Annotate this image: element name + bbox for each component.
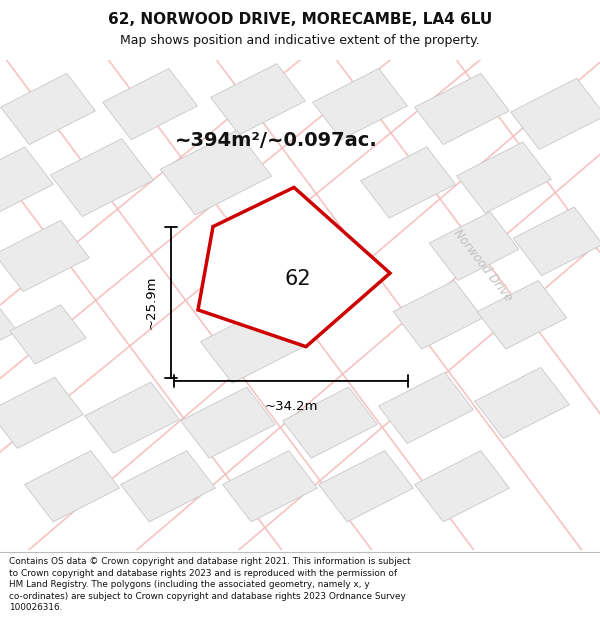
- Text: ~25.9m: ~25.9m: [145, 276, 158, 329]
- Text: 62, NORWOOD DRIVE, MORECAMBE, LA4 6LU: 62, NORWOOD DRIVE, MORECAMBE, LA4 6LU: [108, 12, 492, 27]
- Text: 62: 62: [285, 269, 311, 289]
- Polygon shape: [200, 305, 304, 383]
- Polygon shape: [477, 281, 567, 349]
- Polygon shape: [181, 387, 275, 458]
- Text: ~394m²/~0.097ac.: ~394m²/~0.097ac.: [175, 131, 377, 151]
- Polygon shape: [0, 294, 17, 365]
- Polygon shape: [103, 69, 197, 139]
- Polygon shape: [379, 372, 473, 444]
- Polygon shape: [475, 368, 569, 439]
- Polygon shape: [10, 305, 86, 364]
- Text: ~34.2m: ~34.2m: [264, 399, 318, 412]
- Polygon shape: [393, 281, 483, 349]
- Polygon shape: [198, 188, 390, 347]
- Polygon shape: [361, 147, 455, 218]
- Polygon shape: [25, 451, 119, 522]
- Polygon shape: [415, 451, 509, 522]
- Text: Map shows position and indicative extent of the property.: Map shows position and indicative extent…: [120, 34, 480, 47]
- Polygon shape: [0, 147, 53, 218]
- Polygon shape: [0, 378, 83, 448]
- Polygon shape: [121, 451, 215, 522]
- Polygon shape: [85, 382, 179, 453]
- Polygon shape: [429, 212, 519, 281]
- Polygon shape: [211, 64, 305, 135]
- Polygon shape: [319, 451, 413, 522]
- Polygon shape: [283, 387, 377, 458]
- Text: Norwood Drive: Norwood Drive: [451, 228, 515, 304]
- Polygon shape: [415, 73, 509, 144]
- Polygon shape: [50, 139, 154, 216]
- Polygon shape: [313, 69, 407, 139]
- Polygon shape: [457, 142, 551, 213]
- Polygon shape: [1, 73, 95, 144]
- Polygon shape: [0, 221, 89, 292]
- Polygon shape: [223, 451, 317, 522]
- Polygon shape: [160, 131, 272, 215]
- Polygon shape: [511, 78, 600, 149]
- Polygon shape: [513, 207, 600, 276]
- Text: Contains OS data © Crown copyright and database right 2021. This information is : Contains OS data © Crown copyright and d…: [9, 558, 410, 612]
